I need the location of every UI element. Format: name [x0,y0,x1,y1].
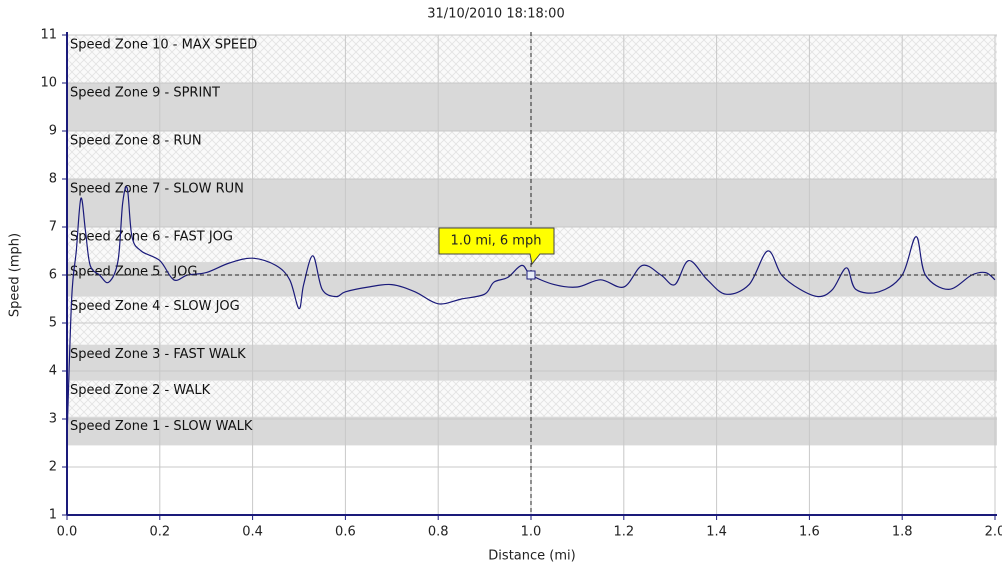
y-tick-label: 11 [40,28,57,43]
y-tick-label: 9 [49,124,57,139]
zone-label: Speed Zone 6 - FAST JOG [70,230,233,245]
x-tick-label: 0.6 [335,525,356,540]
speed-zone [67,296,997,345]
x-tick-label: 1.8 [892,525,913,540]
zone-label: Speed Zone 9 - SPRINT [70,86,220,101]
zone-label: Speed Zone 2 - WALK [70,383,211,398]
y-tick-label: 10 [40,76,57,91]
y-tick-label: 7 [49,220,57,235]
tooltip-text: 1.0 mi, 6 mph [451,234,542,249]
x-axis-label: Distance (mi) [488,549,575,564]
crosshair-marker [526,270,536,280]
zone-label: Speed Zone 3 - FAST WALK [70,347,246,362]
x-tick-label: 2.0 [985,525,1002,540]
y-tick-label: 6 [49,268,57,283]
x-tick-label: 0.0 [57,525,78,540]
x-tick-label: 0.4 [242,525,263,540]
x-tick-label: 1.4 [706,525,727,540]
zone-label: Speed Zone 5 - JOG [70,265,197,280]
speed-zone [67,131,997,179]
zone-label: Speed Zone 1 - SLOW WALK [70,419,253,434]
y-tick-label: 2 [49,460,57,475]
tooltip-box [438,227,555,266]
zone-label: Speed Zone 4 - SLOW JOG [70,299,240,314]
x-tick-label: 0.2 [149,525,170,540]
x-tick-label: 1.6 [799,525,820,540]
zone-label: Speed Zone 8 - RUN [70,134,202,149]
speed-zone [67,416,997,446]
x-tick-label: 1.2 [613,525,634,540]
tooltip: 1.0 mi, 6 mph [438,227,555,266]
speed-line [66,186,996,439]
x-tick-label: 0.8 [428,525,449,540]
chart-title: 31/10/2010 18:18:00 [427,7,564,22]
x-tick-label: 1.0 [521,525,542,540]
y-tick-label: 1 [49,508,57,523]
speed-zone [67,35,997,83]
y-axis-label: Speed (mph) [8,233,23,317]
speed-zone [67,83,997,131]
y-tick-label: 8 [49,172,57,187]
zone-label: Speed Zone 10 - MAX SPEED [70,38,257,53]
y-tick-label: 4 [49,364,57,379]
y-tick-label: 3 [49,412,57,427]
y-tick-label: 5 [49,316,57,331]
zone-label: Speed Zone 7 - SLOW RUN [70,182,244,197]
speed-zone [67,380,997,417]
speed-zone [67,344,997,381]
speed-zone [67,179,997,227]
